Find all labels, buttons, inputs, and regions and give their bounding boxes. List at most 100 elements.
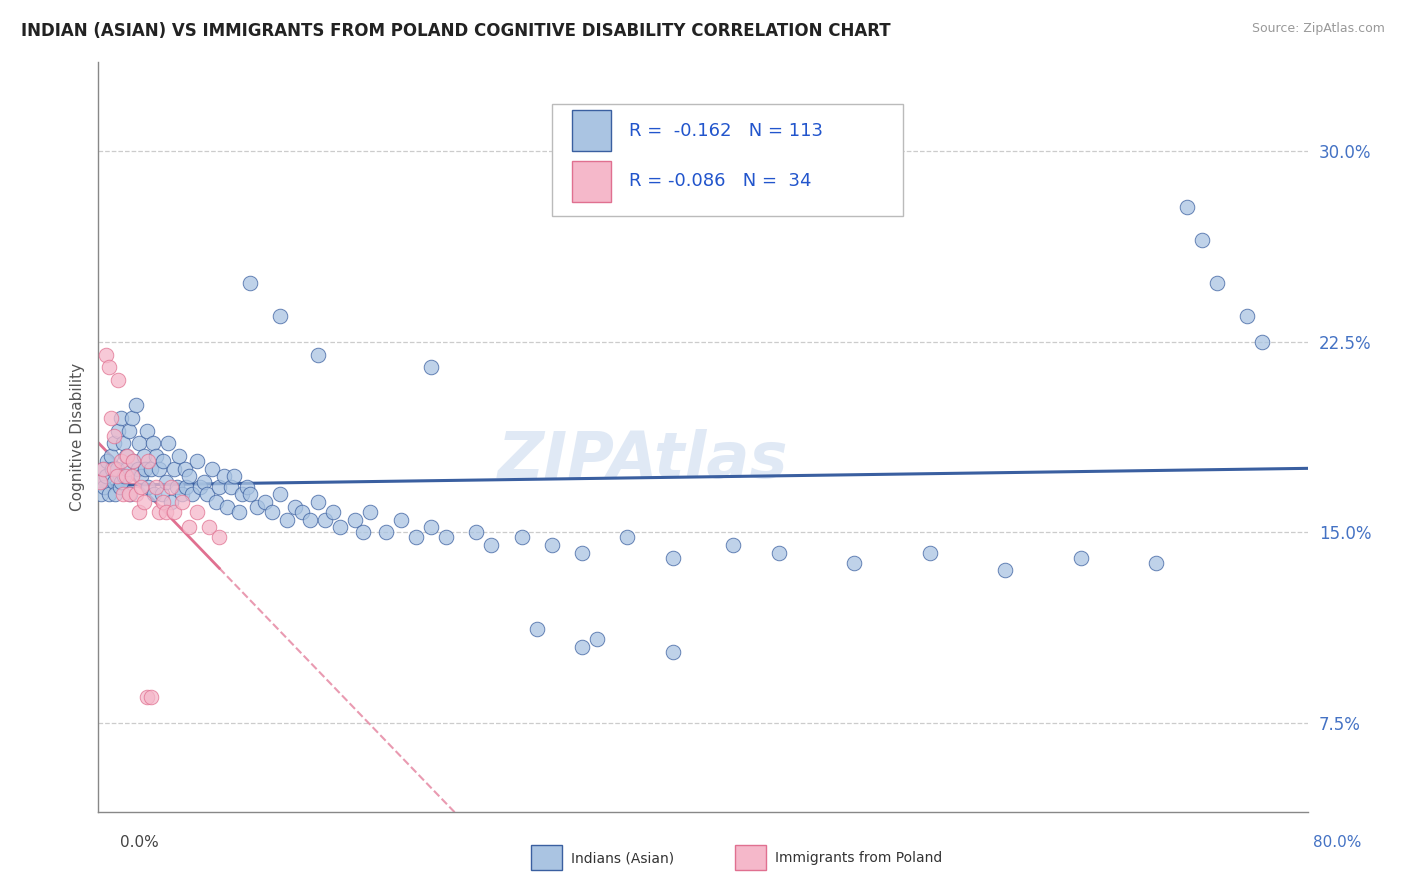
Point bbox=[1191, 233, 1213, 247]
Point bbox=[228, 505, 250, 519]
Point bbox=[231, 487, 253, 501]
Point bbox=[239, 487, 262, 501]
Point bbox=[122, 454, 145, 468]
Point bbox=[661, 550, 683, 565]
Point bbox=[128, 505, 150, 519]
Point bbox=[108, 480, 131, 494]
Point bbox=[179, 520, 201, 534]
Point bbox=[420, 360, 443, 375]
Point bbox=[360, 505, 382, 519]
Point bbox=[155, 475, 177, 489]
Point bbox=[111, 436, 134, 450]
Point bbox=[104, 487, 127, 501]
Point bbox=[571, 546, 593, 560]
Point bbox=[212, 469, 235, 483]
Point bbox=[253, 495, 276, 509]
Point bbox=[344, 513, 367, 527]
Point bbox=[110, 411, 132, 425]
Point bbox=[136, 454, 159, 468]
Point bbox=[103, 462, 125, 476]
Point bbox=[91, 462, 114, 476]
Point bbox=[299, 513, 322, 527]
FancyBboxPatch shape bbox=[551, 103, 903, 216]
Point bbox=[1070, 550, 1092, 565]
FancyBboxPatch shape bbox=[572, 111, 612, 152]
Point bbox=[540, 538, 562, 552]
Point bbox=[167, 449, 190, 463]
Point bbox=[114, 469, 136, 483]
FancyBboxPatch shape bbox=[572, 161, 612, 202]
Point bbox=[125, 487, 148, 501]
Point bbox=[111, 487, 134, 501]
Text: INDIAN (ASIAN) VS IMMIGRANTS FROM POLAND COGNITIVE DISABILITY CORRELATION CHART: INDIAN (ASIAN) VS IMMIGRANTS FROM POLAND… bbox=[21, 22, 891, 40]
Point bbox=[616, 530, 638, 544]
Point bbox=[1236, 310, 1258, 324]
Point bbox=[405, 530, 427, 544]
Point bbox=[103, 429, 125, 443]
Point bbox=[100, 449, 122, 463]
Text: Indians (Asian): Indians (Asian) bbox=[571, 851, 673, 865]
Point bbox=[208, 530, 231, 544]
Point bbox=[145, 480, 167, 494]
Point bbox=[374, 525, 396, 540]
Point bbox=[143, 487, 166, 501]
Point bbox=[105, 462, 128, 476]
Point bbox=[434, 530, 457, 544]
Point bbox=[148, 462, 170, 476]
Point bbox=[844, 556, 866, 570]
Point bbox=[170, 487, 193, 501]
Point bbox=[141, 690, 163, 705]
Point bbox=[100, 411, 122, 425]
Point bbox=[352, 525, 374, 540]
Text: 0.0%: 0.0% bbox=[120, 836, 159, 850]
Point bbox=[186, 505, 208, 519]
Point bbox=[120, 487, 142, 501]
Point bbox=[195, 487, 218, 501]
Point bbox=[132, 495, 155, 509]
Point bbox=[141, 462, 163, 476]
Point bbox=[465, 525, 488, 540]
Point bbox=[112, 469, 135, 483]
Point bbox=[1206, 277, 1229, 291]
Y-axis label: Cognitive Disability: Cognitive Disability bbox=[69, 363, 84, 511]
Point bbox=[201, 462, 224, 476]
Point bbox=[107, 424, 129, 438]
Point bbox=[186, 454, 208, 468]
Point bbox=[586, 632, 609, 646]
Point bbox=[115, 462, 138, 476]
Point bbox=[166, 480, 188, 494]
Point bbox=[269, 487, 291, 501]
Point bbox=[918, 546, 941, 560]
Point bbox=[148, 505, 170, 519]
Point bbox=[94, 469, 117, 483]
Point bbox=[156, 436, 179, 450]
Point bbox=[160, 495, 183, 509]
Point bbox=[322, 505, 344, 519]
Point bbox=[389, 513, 412, 527]
Point bbox=[145, 449, 167, 463]
Point bbox=[481, 538, 503, 552]
Text: R =  -0.162   N = 113: R = -0.162 N = 113 bbox=[630, 122, 824, 140]
Point bbox=[307, 347, 329, 361]
Point bbox=[90, 487, 112, 501]
Point bbox=[994, 563, 1017, 577]
Point bbox=[239, 277, 262, 291]
Text: ZIPAtlas: ZIPAtlas bbox=[498, 428, 787, 491]
Point bbox=[150, 487, 173, 501]
Point bbox=[661, 645, 683, 659]
Point bbox=[1251, 334, 1274, 349]
Point bbox=[160, 480, 183, 494]
Point bbox=[1144, 556, 1167, 570]
Point bbox=[125, 398, 148, 412]
Point bbox=[134, 462, 156, 476]
Point bbox=[115, 449, 138, 463]
Point bbox=[94, 347, 117, 361]
Point bbox=[205, 495, 228, 509]
Point bbox=[129, 469, 152, 483]
Point bbox=[127, 462, 149, 476]
Text: 80.0%: 80.0% bbox=[1313, 836, 1361, 850]
Point bbox=[163, 505, 186, 519]
Point bbox=[121, 469, 143, 483]
Point bbox=[152, 495, 174, 509]
Point bbox=[246, 500, 269, 514]
